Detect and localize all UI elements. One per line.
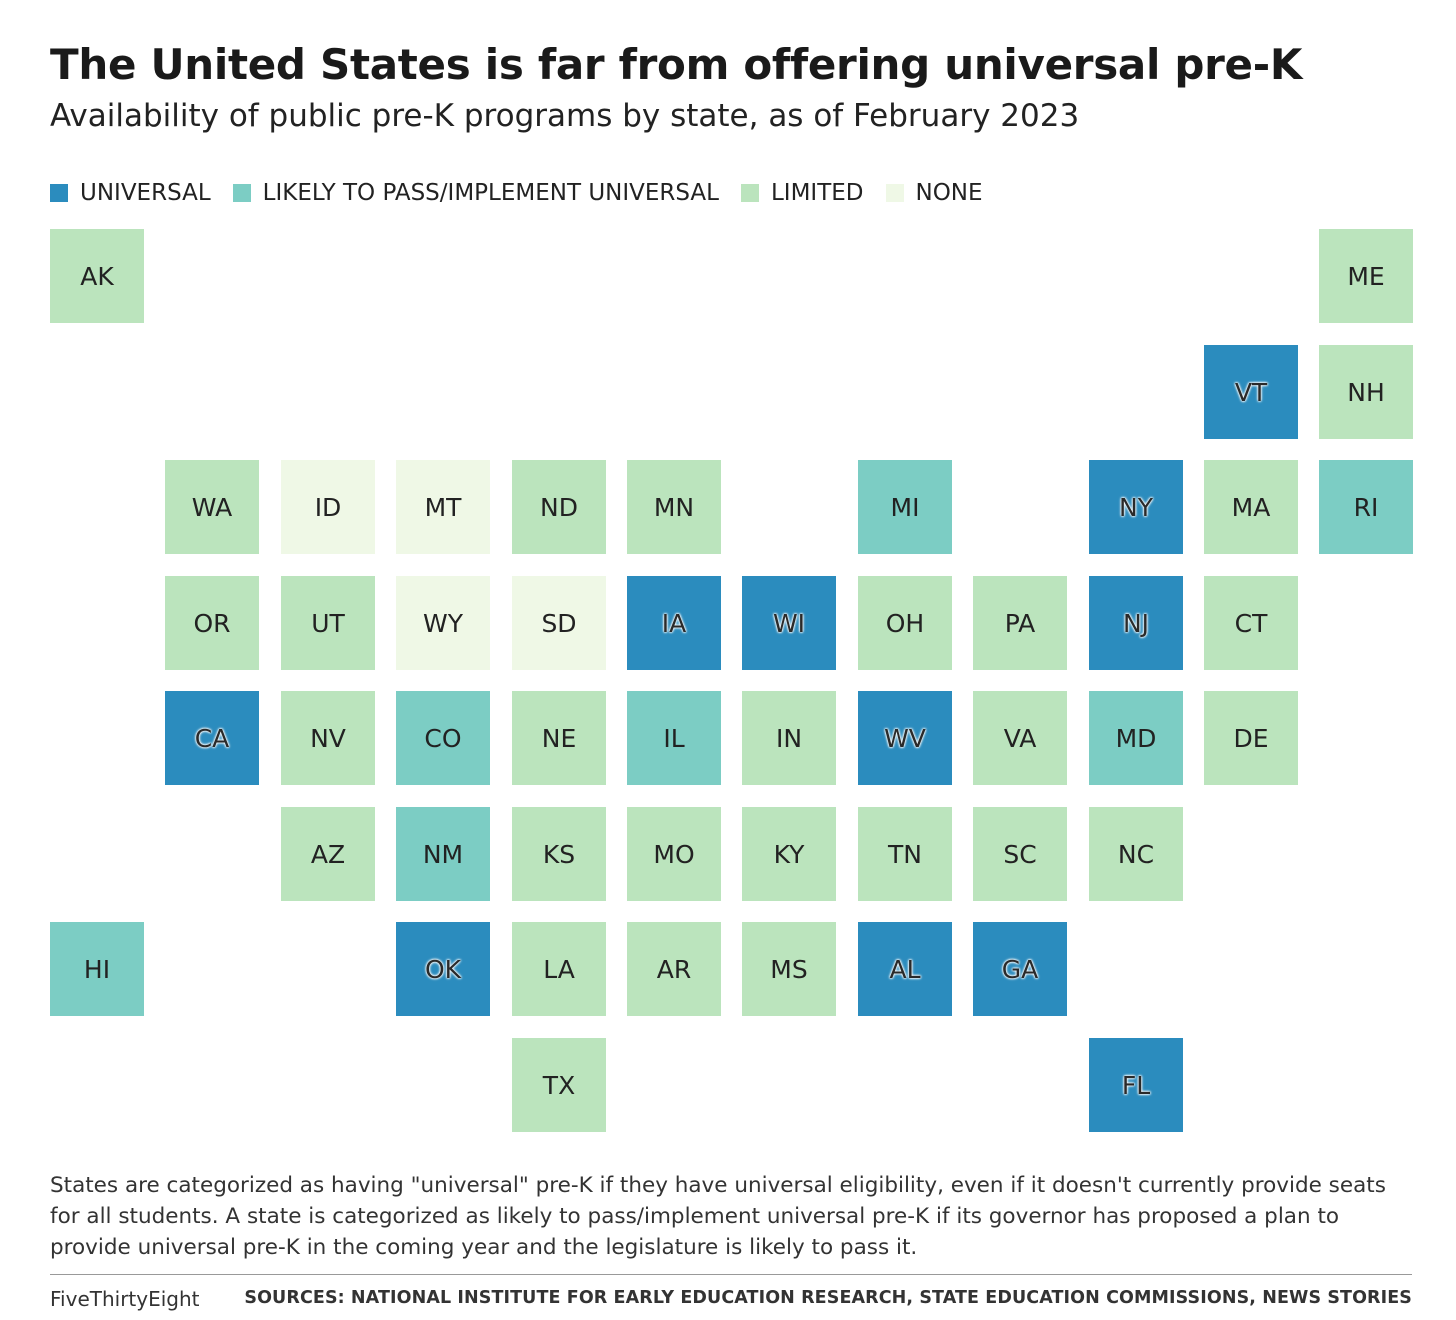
state-tile-nv: NV (281, 691, 375, 785)
state-tile-wa: WA (165, 460, 259, 554)
state-tile-vt: VT (1204, 345, 1298, 439)
legend-label-none: NONE (915, 180, 983, 206)
chart-subtitle: Availability of public pre-K programs by… (50, 98, 1080, 134)
state-tile-nm: NM (396, 807, 490, 901)
state-tile-de: DE (1204, 691, 1298, 785)
legend-item-limited: LIMITED (740, 180, 864, 206)
legend: UNIVERSAL LIKELY TO PASS/IMPLEMENT UNIVE… (50, 178, 1005, 208)
state-tile-ct: CT (1204, 576, 1298, 670)
state-tile-ak: AK (50, 229, 144, 323)
state-tile-nc: NC (1089, 807, 1183, 901)
legend-label-universal: UNIVERSAL (80, 180, 211, 206)
state-tile-mo: MO (627, 807, 721, 901)
state-tile-ny: NY (1089, 460, 1183, 554)
chart-title: The United States is far from offering u… (50, 40, 1303, 89)
legend-swatch-likely (232, 184, 251, 202)
state-tile-wi: WI (742, 576, 836, 670)
state-tile-ky: KY (742, 807, 836, 901)
state-tile-ri: RI (1319, 460, 1413, 554)
legend-item-none: NONE (885, 180, 983, 206)
state-tile-sd: SD (512, 576, 606, 670)
state-tile-hi: HI (50, 922, 144, 1016)
state-tile-mt: MT (396, 460, 490, 554)
state-tile-ar: AR (627, 922, 721, 1016)
legend-item-universal: UNIVERSAL (50, 180, 211, 206)
state-tile-al: AL (858, 922, 952, 1016)
state-tile-nd: ND (512, 460, 606, 554)
state-tile-az: AZ (281, 807, 375, 901)
state-tile-ma: MA (1204, 460, 1298, 554)
state-tile-ga: GA (973, 922, 1067, 1016)
state-tile-ks: KS (512, 807, 606, 901)
state-tile-ca: CA (165, 691, 259, 785)
state-tile-ut: UT (281, 576, 375, 670)
state-tile-il: IL (627, 691, 721, 785)
state-tile-sc: SC (973, 807, 1067, 901)
legend-swatch-universal (50, 184, 68, 202)
state-tile-in: IN (742, 691, 836, 785)
state-tile-fl: FL (1089, 1038, 1183, 1132)
legend-swatch-limited (740, 184, 759, 202)
sources-label: SOURCES: NATIONAL INSTITUTE FOR EARLY ED… (244, 1288, 1412, 1308)
state-tile-tn: TN (858, 807, 952, 901)
state-tile-co: CO (396, 691, 490, 785)
state-tile-md: MD (1089, 691, 1183, 785)
state-tile-nh: NH (1319, 345, 1413, 439)
legend-label-likely: LIKELY TO PASS/IMPLEMENT UNIVERSAL (262, 180, 719, 206)
state-tile-la: LA (512, 922, 606, 1016)
state-tile-ms: MS (742, 922, 836, 1016)
brand-label: FiveThirtyEight (50, 1287, 200, 1311)
state-tile-id: ID (281, 460, 375, 554)
state-tile-wy: WY (396, 576, 490, 670)
state-tile-ia: IA (627, 576, 721, 670)
state-tile-mi: MI (858, 460, 952, 554)
state-tile-va: VA (973, 691, 1067, 785)
legend-swatch-none (885, 184, 904, 202)
state-tile-or: OR (165, 576, 259, 670)
state-tile-ne: NE (512, 691, 606, 785)
state-tile-tx: TX (512, 1038, 606, 1132)
state-tile-mn: MN (627, 460, 721, 554)
state-tile-oh: OH (858, 576, 952, 670)
state-tile-me: ME (1319, 229, 1413, 323)
methodology-note: States are categorized as having "univer… (50, 1173, 1386, 1260)
state-tile-ok: OK (396, 922, 490, 1016)
state-tile-nj: NJ (1089, 576, 1183, 670)
state-tile-pa: PA (973, 576, 1067, 670)
legend-item-likely: LIKELY TO PASS/IMPLEMENT UNIVERSAL (232, 180, 719, 206)
footer-divider (50, 1274, 1412, 1275)
legend-label-limited: LIMITED (770, 180, 864, 206)
state-tile-map: AK ME VT NH WA ID MT ND MN MI NY MA RI OR UT WY SD IA WI OH… (50, 229, 1413, 1132)
state-tile-wv: WV (858, 691, 952, 785)
